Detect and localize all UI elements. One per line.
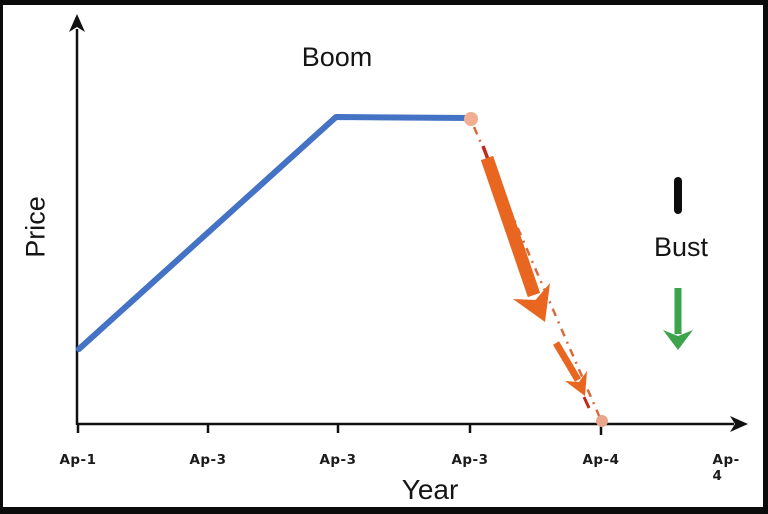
x-axis-title: Year <box>401 474 459 505</box>
trough-point-dot <box>596 415 608 427</box>
boom-line <box>76 114 473 352</box>
bust-arrow-large-shaft <box>480 155 541 298</box>
bust-arrow-large-head-icon <box>513 283 550 322</box>
boom-annotation: Boom <box>301 42 373 72</box>
x-tick-label: Ap-3 <box>189 452 227 468</box>
x-tick-label: Ap-1 <box>59 452 97 468</box>
bust-arrow-small-head-icon <box>565 371 587 396</box>
x-tick-label: Ap-4 <box>712 452 740 484</box>
x-tick-label: Ap-3 <box>319 452 357 468</box>
bust-down-arrow-head-icon <box>663 330 693 350</box>
y-axis-title: Price <box>20 196 51 258</box>
peak-point-dot <box>464 112 478 126</box>
x-tick-label: Ap-4 <box>582 452 620 468</box>
bust-dash-red-segment <box>582 396 591 409</box>
bust-arrow-small-shaft <box>552 341 582 382</box>
x-axis-arrowhead-icon <box>730 416 748 432</box>
y-axis-arrowhead-icon <box>69 14 85 32</box>
bust-annotation: Bust <box>653 232 709 262</box>
bust-trend-dashed-line <box>472 126 602 419</box>
x-tick-label: Ap-3 <box>451 452 489 468</box>
x-axis-ticks <box>76 424 603 435</box>
